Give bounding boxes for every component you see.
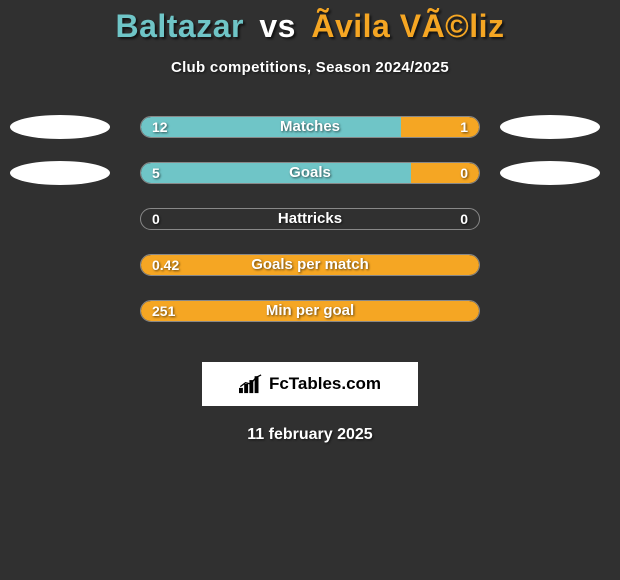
stat-bar: [140, 116, 480, 138]
stat-bar: [140, 162, 480, 184]
chart-icon: [239, 373, 265, 395]
stat-bar: [140, 300, 480, 322]
date-text: 11 february 2025: [0, 426, 620, 444]
stat-row: 121Matches: [0, 116, 620, 162]
bar-right: [411, 163, 479, 183]
stat-value-left: 0.42: [152, 254, 179, 276]
stat-value-right: 0: [460, 162, 468, 184]
bar-left: [141, 117, 401, 137]
stat-row: 0.42Goals per match: [0, 254, 620, 300]
bar-full: [141, 301, 479, 321]
stat-value-left: 5: [152, 162, 160, 184]
player1-name: Baltazar: [115, 8, 244, 44]
stat-row: 00Hattricks: [0, 208, 620, 254]
vs-text: vs: [259, 8, 296, 44]
flag-left: [10, 115, 110, 139]
stat-bar: [140, 254, 480, 276]
stat-bar: [140, 208, 480, 230]
flag-left: [10, 161, 110, 185]
logo-text: FcTables.com: [269, 374, 381, 394]
flag-right: [500, 115, 600, 139]
subtitle: Club competitions, Season 2024/2025: [0, 59, 620, 76]
stat-value-left: 0: [152, 208, 160, 230]
flag-right: [500, 161, 600, 185]
stat-row: 251Min per goal: [0, 300, 620, 346]
bar-full: [141, 255, 479, 275]
player2-name: Ãvila VÃ©liz: [311, 8, 504, 44]
site-logo: FcTables.com: [202, 362, 418, 406]
bar-left: [141, 163, 411, 183]
stat-value-left: 12: [152, 116, 168, 138]
stat-value-right: 0: [460, 208, 468, 230]
stat-rows: 121Matches50Goals00Hattricks0.42Goals pe…: [0, 116, 620, 346]
stat-row: 50Goals: [0, 162, 620, 208]
page-title: Baltazar vs Ãvila VÃ©liz: [0, 0, 620, 45]
stat-value-left: 251: [152, 300, 175, 322]
stat-value-right: 1: [460, 116, 468, 138]
